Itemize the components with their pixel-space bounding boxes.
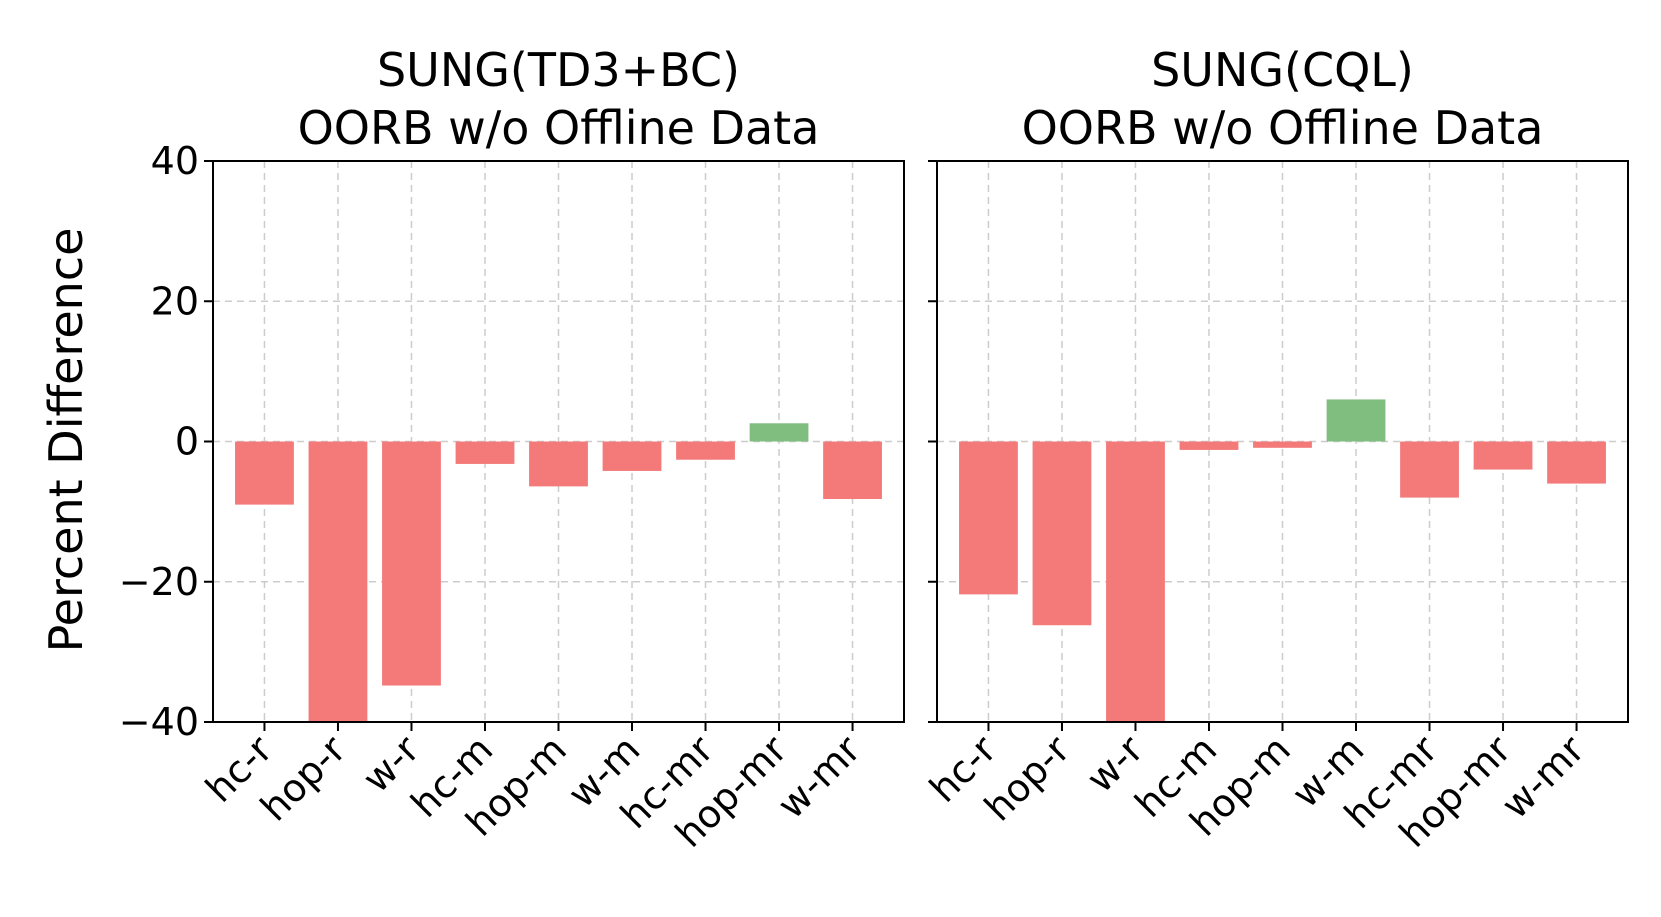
bar [1326, 399, 1386, 442]
y-axis-label: Percent Difference [39, 228, 93, 653]
bar [1473, 441, 1533, 470]
y-tick-label: 40 [151, 139, 199, 183]
bar [1032, 441, 1092, 626]
chart-title: SUNG(TD3+BC) OORB w/o Offline Data [298, 43, 820, 155]
bar [1253, 441, 1312, 448]
y-tick-label: 0 [175, 420, 199, 464]
x-tick-label: w-mr [1493, 727, 1593, 827]
bar [1106, 441, 1165, 722]
bar [602, 441, 662, 471]
bar [235, 441, 294, 505]
bar [823, 441, 882, 500]
x-tick-label: w-mr [769, 727, 869, 827]
bar [455, 441, 515, 464]
bar [1400, 441, 1459, 498]
bar [676, 441, 735, 460]
y-tick-label: −40 [119, 700, 199, 744]
bar [529, 441, 588, 487]
y-tick-label: 20 [151, 279, 199, 323]
x-tick-label: hop-r [976, 727, 1079, 830]
y-tick-label: −20 [119, 560, 199, 604]
bar [382, 441, 441, 686]
chart-title: SUNG(CQL) OORB w/o Offline Data [1022, 43, 1544, 155]
bar [1547, 441, 1606, 484]
x-tick-label: hop-r [252, 727, 355, 830]
bar [308, 441, 368, 722]
bar [1179, 441, 1239, 450]
bar [749, 423, 809, 442]
bar [959, 441, 1018, 595]
